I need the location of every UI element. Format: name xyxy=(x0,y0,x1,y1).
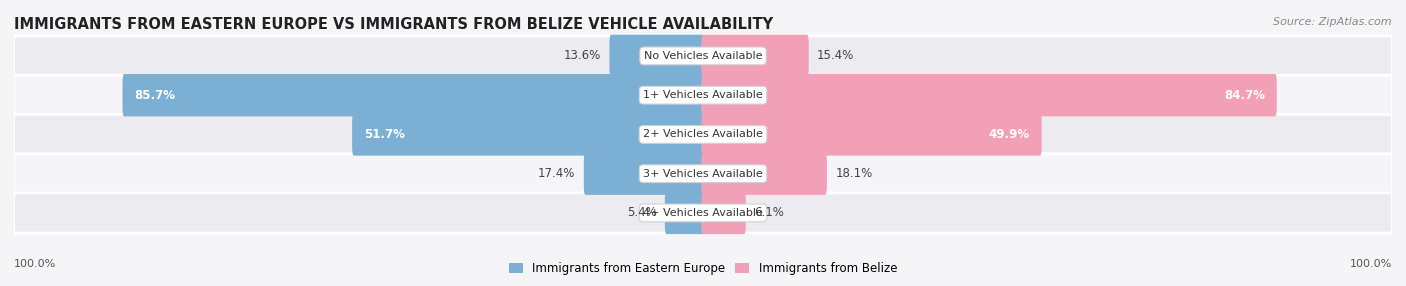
Text: 13.6%: 13.6% xyxy=(564,49,600,62)
FancyBboxPatch shape xyxy=(14,114,1392,154)
FancyBboxPatch shape xyxy=(14,36,1392,76)
Text: 18.1%: 18.1% xyxy=(835,167,873,180)
Text: 6.1%: 6.1% xyxy=(755,206,785,219)
FancyBboxPatch shape xyxy=(352,113,704,156)
Text: IMMIGRANTS FROM EASTERN EUROPE VS IMMIGRANTS FROM BELIZE VEHICLE AVAILABILITY: IMMIGRANTS FROM EASTERN EUROPE VS IMMIGR… xyxy=(14,17,773,32)
FancyBboxPatch shape xyxy=(609,35,704,77)
FancyBboxPatch shape xyxy=(122,74,704,116)
Text: 1+ Vehicles Available: 1+ Vehicles Available xyxy=(643,90,763,100)
Text: 3+ Vehicles Available: 3+ Vehicles Available xyxy=(643,169,763,179)
FancyBboxPatch shape xyxy=(702,113,1042,156)
Text: 100.0%: 100.0% xyxy=(14,259,56,269)
FancyBboxPatch shape xyxy=(583,152,704,195)
FancyBboxPatch shape xyxy=(702,74,1277,116)
FancyBboxPatch shape xyxy=(14,154,1392,194)
FancyBboxPatch shape xyxy=(14,193,1392,233)
Text: 5.4%: 5.4% xyxy=(627,206,657,219)
FancyBboxPatch shape xyxy=(702,192,747,234)
Text: 15.4%: 15.4% xyxy=(817,49,855,62)
Text: 17.4%: 17.4% xyxy=(538,167,575,180)
FancyBboxPatch shape xyxy=(665,192,704,234)
Text: 4+ Vehicles Available: 4+ Vehicles Available xyxy=(643,208,763,218)
Text: Source: ZipAtlas.com: Source: ZipAtlas.com xyxy=(1274,17,1392,27)
FancyBboxPatch shape xyxy=(702,35,808,77)
Text: 84.7%: 84.7% xyxy=(1225,89,1265,102)
Text: 100.0%: 100.0% xyxy=(1350,259,1392,269)
Text: No Vehicles Available: No Vehicles Available xyxy=(644,51,762,61)
FancyBboxPatch shape xyxy=(702,152,827,195)
Text: 85.7%: 85.7% xyxy=(135,89,176,102)
Legend: Immigrants from Eastern Europe, Immigrants from Belize: Immigrants from Eastern Europe, Immigran… xyxy=(505,258,901,280)
FancyBboxPatch shape xyxy=(14,75,1392,115)
Text: 49.9%: 49.9% xyxy=(988,128,1031,141)
Text: 2+ Vehicles Available: 2+ Vehicles Available xyxy=(643,130,763,139)
Text: 51.7%: 51.7% xyxy=(364,128,405,141)
